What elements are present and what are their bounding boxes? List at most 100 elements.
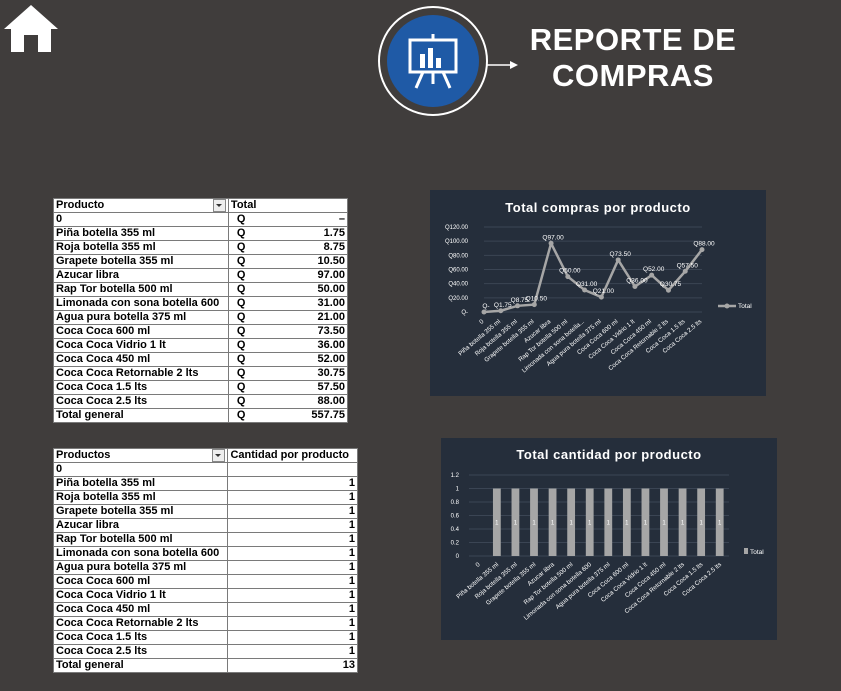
table-row[interactable]: Coca Coca 2.5 lts 1 (52, 644, 358, 659)
table-row[interactable]: Piña botella 355 ml 1 (52, 476, 358, 491)
line-chart-total-compras[interactable]: Total compras por producto Q- Q20.00 Q40.00… (430, 190, 766, 396)
y-tick-label: Q20.00 (448, 296, 468, 302)
total-value: 52.00 (317, 353, 345, 366)
table-row[interactable]: Coca Coca 1.5 lts Q 57.50 (53, 380, 349, 395)
data-point (582, 287, 588, 293)
data-point (615, 257, 621, 263)
bar (678, 488, 687, 556)
quantity-cell: 1 (227, 518, 358, 533)
bar (604, 488, 613, 556)
table-row[interactable]: Coca Coca Retornable 2 lts 1 (52, 616, 358, 631)
legend-label: Total (750, 549, 764, 556)
total-cell: Q 10.50 (227, 254, 349, 269)
table-row[interactable]: 0 Q – (53, 212, 349, 227)
table-row[interactable]: Grapete botella 355 ml Q 10.50 (53, 254, 349, 269)
data-label: 1 (551, 520, 555, 526)
data-label: Q1.75 (494, 302, 512, 309)
product-cell: Coca Coca Retornable 2 lts (53, 366, 229, 381)
product-cell: Agua pura botella 375 ml (53, 310, 229, 325)
data-point (632, 284, 638, 289)
data-point (682, 268, 688, 274)
currency-symbol: Q (236, 227, 246, 240)
product-cell: Grapete botella 355 ml (52, 504, 229, 519)
bar (660, 488, 668, 556)
y-tick-label: Q100.00 (445, 239, 469, 245)
product-cell: Grapete botella 355 ml (53, 254, 229, 269)
product-cell: Azucar libra (52, 518, 229, 533)
data-point (481, 309, 487, 315)
table-row[interactable]: Azucar libra 1 (52, 518, 358, 533)
table-row[interactable]: Coca Coca Retornable 2 lts Q 30.75 (53, 366, 349, 381)
table-header-row: Productos Cantidad por producto (52, 448, 358, 463)
data-label: Q73.50 (609, 251, 631, 258)
product-cell: Piña botella 355 ml (53, 226, 229, 241)
pivot-table-quantities: Productos Cantidad por producto 0 Piña bo… (52, 448, 358, 673)
table-row[interactable]: 0 (52, 462, 358, 477)
table-row[interactable]: Agua pura botella 375 ml 1 (52, 560, 358, 575)
total-label: Total general (52, 658, 229, 673)
total-value: 8.75 (323, 241, 345, 254)
table-row[interactable]: Coca Coca 600 ml 1 (52, 574, 358, 589)
total-cell: Q 21.00 (227, 310, 349, 325)
bar (641, 488, 650, 556)
currency-symbol: Q (236, 241, 246, 254)
data-label: 1 (662, 520, 666, 526)
data-label: 1 (532, 520, 536, 526)
bar (715, 488, 724, 556)
currency-symbol: Q (236, 283, 246, 296)
product-cell: Coca Coca 2.5 lts (53, 394, 229, 409)
table-row[interactable]: Grapete botella 355 ml 1 (52, 504, 358, 519)
total-cell: Q 36.00 (227, 338, 349, 353)
quantity-cell: 1 (227, 588, 358, 603)
header-producto[interactable]: Producto (53, 198, 229, 213)
total-value: 1.75 (323, 227, 345, 240)
legend-marker (724, 303, 730, 309)
header-cantidad: Cantidad por producto (227, 448, 358, 463)
table-row[interactable]: Limonada con sona botella 600 Q 31.00 (53, 296, 349, 311)
product-cell: Roja botella 355 ml (53, 240, 229, 255)
table-row[interactable]: Roja botella 355 ml 1 (52, 490, 358, 505)
filter-dropdown-icon[interactable] (212, 449, 226, 462)
legend-label: Total (738, 303, 752, 310)
bar-chart-svg: Total cantidad por producto 0 0.2 0.4 0.6 0.8… (451, 447, 765, 622)
table-row[interactable]: Coca Coca Vidrio 1 lt Q 36.00 (53, 338, 349, 353)
table-row[interactable]: Agua pura botella 375 ml Q 21.00 (53, 310, 349, 325)
bar (511, 488, 520, 556)
data-label: Q52.00 (643, 266, 665, 273)
data-label: Q88.00 (693, 241, 715, 248)
y-tick-label: 0.8 (451, 500, 460, 506)
product-cell: Azucar libra (53, 268, 229, 283)
table-row[interactable]: Piña botella 355 ml Q 1.75 (53, 226, 349, 241)
product-cell: Limonada con sona botella 600 (52, 546, 229, 561)
filter-dropdown-icon[interactable] (212, 199, 226, 212)
currency-symbol: Q (236, 409, 246, 422)
quantity-cell: 1 (227, 602, 358, 617)
chart-title: Total compras por producto (505, 200, 690, 215)
table-row[interactable]: Coca Coca 450 ml 1 (52, 602, 358, 617)
bar-chart-total-cantidad[interactable]: Total cantidad por producto 0 0.2 0.4 0.6 0.8… (441, 438, 777, 640)
data-point (498, 308, 504, 314)
table-row[interactable]: Coca Coca 450 ml Q 52.00 (53, 352, 349, 367)
home-icon[interactable] (2, 2, 60, 54)
bar (567, 488, 576, 556)
table-row[interactable]: Rap Tor botella 500 ml Q 50.00 (53, 282, 349, 297)
product-cell: Coca Coca 600 ml (52, 574, 229, 589)
quantity-cell: 1 (227, 476, 358, 491)
header-productos[interactable]: Productos (52, 448, 229, 463)
table-row[interactable]: Azucar libra Q 97.00 (53, 268, 349, 283)
table-row[interactable]: Coca Coca 600 ml Q 73.50 (53, 324, 349, 339)
presentation-board-icon (378, 2, 518, 122)
table-row[interactable]: Coca Coca Vidrio 1 lt 1 (52, 588, 358, 603)
total-cell: Q 1.75 (227, 226, 349, 241)
table-row[interactable]: Roja botella 355 ml Q 8.75 (53, 240, 349, 255)
bar (585, 488, 594, 556)
total-value: 57.50 (317, 381, 345, 394)
product-cell: Agua pura botella 375 ml (52, 560, 229, 575)
table-row[interactable]: Rap Tor botella 500 ml 1 (52, 532, 358, 547)
table-row[interactable]: Limonada con sona botella 600 1 (52, 546, 358, 561)
total-value: 36.00 (317, 339, 345, 352)
table-row[interactable]: Coca Coca 1.5 lts 1 (52, 630, 358, 645)
data-point (565, 274, 571, 280)
table-row[interactable]: Coca Coca 2.5 lts Q 88.00 (53, 394, 349, 409)
grand-total-quantity: 13 (227, 658, 358, 673)
